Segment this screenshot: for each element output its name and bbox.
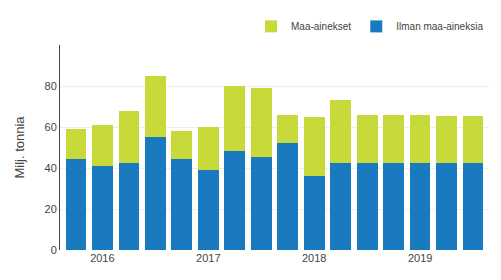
svg-text:80: 80 — [45, 80, 57, 92]
svg-text:20: 20 — [45, 203, 57, 215]
svg-text:2017: 2017 — [196, 252, 220, 264]
svg-text:60: 60 — [45, 121, 57, 133]
svg-text:0: 0 — [51, 244, 57, 256]
svg-text:40: 40 — [45, 162, 57, 174]
svg-text:2019: 2019 — [408, 252, 432, 264]
svg-text:Maa-ainekset: Maa-ainekset — [291, 21, 351, 32]
svg-text:Milj. tonnia: Milj. tonnia — [12, 116, 27, 179]
svg-text:2018: 2018 — [302, 252, 326, 264]
svg-text:2016: 2016 — [90, 252, 114, 264]
svg-text:Ilman maa-aineksia: Ilman maa-aineksia — [396, 21, 483, 32]
